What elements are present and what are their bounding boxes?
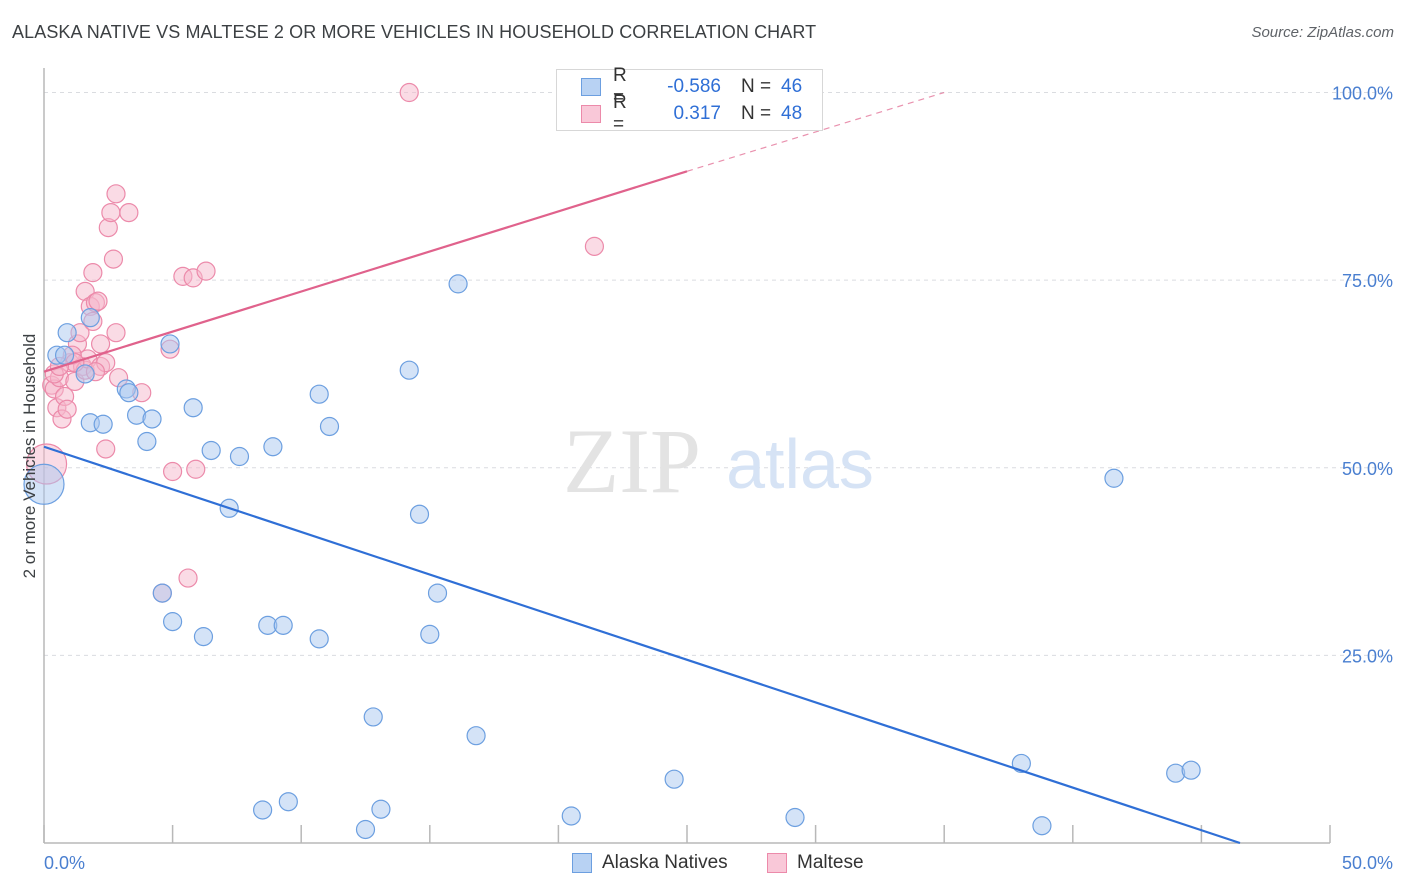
x-tick-label: 50.0% xyxy=(1342,853,1393,873)
alaska-natives-point xyxy=(183,398,203,418)
maltese-point xyxy=(83,263,103,283)
y-tick-label: 25.0% xyxy=(1342,646,1393,666)
alaska-natives-point xyxy=(1181,760,1201,780)
legend-n-value: 48 xyxy=(781,103,803,124)
alaska-natives-point xyxy=(54,345,75,365)
maltese-point xyxy=(88,291,108,311)
alaska-natives-point xyxy=(309,629,329,649)
bottom-legend-maltese: Maltese xyxy=(767,852,864,874)
legend-r-value: 0.317 xyxy=(673,103,721,124)
legend-row-maltese: R = 0.317 N = 48 xyxy=(581,92,803,135)
alaska-natives-point xyxy=(152,583,172,603)
maltese-trend-line xyxy=(43,170,688,373)
bottom-legend-swatch-pink xyxy=(767,853,787,873)
source-label: Source: ZipAtlas.com xyxy=(1251,24,1394,41)
legend-r-label: R = xyxy=(613,92,627,135)
alaska-natives-point xyxy=(23,463,65,505)
bottom-legend-label: Maltese xyxy=(797,852,864,873)
y-axis-label: 2 or more Vehicles in Household xyxy=(20,334,39,579)
bottom-legend-swatch-blue xyxy=(572,853,592,873)
legend-r-value: -0.586 xyxy=(667,76,721,97)
alaska-natives-point xyxy=(420,624,440,644)
watermark-atlas: atlas xyxy=(726,425,874,503)
y-tick-label: 75.0% xyxy=(1342,271,1393,291)
alaska-natives-point xyxy=(363,707,383,727)
maltese-point xyxy=(106,323,126,343)
alaska-natives-point xyxy=(273,615,293,635)
legend-swatch-pink xyxy=(581,105,601,123)
stats-legend: R = -0.586 N = 46 R = 0.317 N = 48 xyxy=(556,65,823,135)
alaska-natives-points xyxy=(23,274,1201,840)
maltese-point xyxy=(106,184,126,204)
alaska-natives-point xyxy=(399,360,419,380)
maltese-point xyxy=(163,461,183,482)
alaska-natives-point xyxy=(137,431,157,452)
tick-labels: 25.0% 50.0% 75.0% 100.0% 0.0% 50.0% xyxy=(44,84,1393,873)
grid-lines xyxy=(44,92,1392,656)
alaska-natives-point xyxy=(448,274,468,294)
alaska-natives-point xyxy=(163,612,183,632)
trend-lines xyxy=(43,91,1241,845)
maltese-points xyxy=(25,82,605,603)
y-tick-label: 100.0% xyxy=(1332,84,1393,104)
alaska-natives-point xyxy=(409,504,430,524)
alaska-natives-point xyxy=(142,409,162,429)
maltese-point xyxy=(399,82,419,103)
alaska-natives-point xyxy=(229,446,250,467)
maltese-point xyxy=(103,249,124,269)
watermark-zip: ZIP xyxy=(563,410,701,512)
alaska-natives-point xyxy=(664,769,684,789)
maltese-point xyxy=(119,202,139,223)
alaska-natives-point xyxy=(193,627,214,647)
alaska-natives-point xyxy=(57,323,77,343)
alaska-natives-point xyxy=(75,364,95,384)
alaska-natives-point xyxy=(355,819,376,840)
alaska-natives-point xyxy=(427,583,448,603)
legend-row-alaska-natives: R = -0.586 N = 46 xyxy=(581,65,803,108)
maltese-point xyxy=(186,459,206,479)
maltese-point xyxy=(90,334,111,354)
alaska-natives-point xyxy=(309,384,329,404)
alaska-natives-point xyxy=(1104,468,1124,488)
bottom-legend-label: Alaska Natives xyxy=(602,852,728,873)
alaska-natives-point xyxy=(119,383,139,403)
x-tick-label: 0.0% xyxy=(44,853,85,873)
chart-title: ALASKA NATIVE VS MALTESE 2 OR MORE VEHIC… xyxy=(12,22,817,42)
legend-r-label: R = xyxy=(613,65,627,108)
maltese-point xyxy=(584,236,605,256)
alaska-natives-point xyxy=(561,806,581,826)
maltese-point xyxy=(196,261,216,281)
alaska-natives-point xyxy=(93,414,113,434)
alaska-natives-point xyxy=(371,799,391,819)
alaska-natives-point xyxy=(466,726,486,746)
legend-n-value: 46 xyxy=(781,76,803,97)
maltese-point xyxy=(101,202,121,223)
maltese-trend-extension xyxy=(686,91,945,172)
legend-n-label: N = xyxy=(741,103,772,124)
alaska-natives-point xyxy=(263,437,283,457)
alaska-natives-point xyxy=(1032,816,1052,836)
watermark: ZIP atlas xyxy=(563,410,874,512)
alaska-natives-point xyxy=(785,807,805,828)
alaska-natives-point xyxy=(319,416,340,437)
legend-n-label: N = xyxy=(741,76,772,97)
maltese-point xyxy=(57,399,77,419)
bottom-legend-alaska-natives: Alaska Natives xyxy=(572,852,728,874)
maltese-point xyxy=(96,439,116,459)
alaska-natives-point xyxy=(253,800,273,820)
y-tick-label: 50.0% xyxy=(1342,459,1393,479)
maltese-point xyxy=(178,568,198,588)
alaska-natives-trend-line xyxy=(43,445,1241,845)
alaska-natives-point xyxy=(160,334,180,354)
alaska-natives-point xyxy=(201,440,221,461)
alaska-natives-point xyxy=(278,792,298,812)
alaska-natives-point xyxy=(80,308,100,328)
legend-swatch-blue xyxy=(581,78,601,96)
alaska-natives-point xyxy=(1166,763,1186,783)
